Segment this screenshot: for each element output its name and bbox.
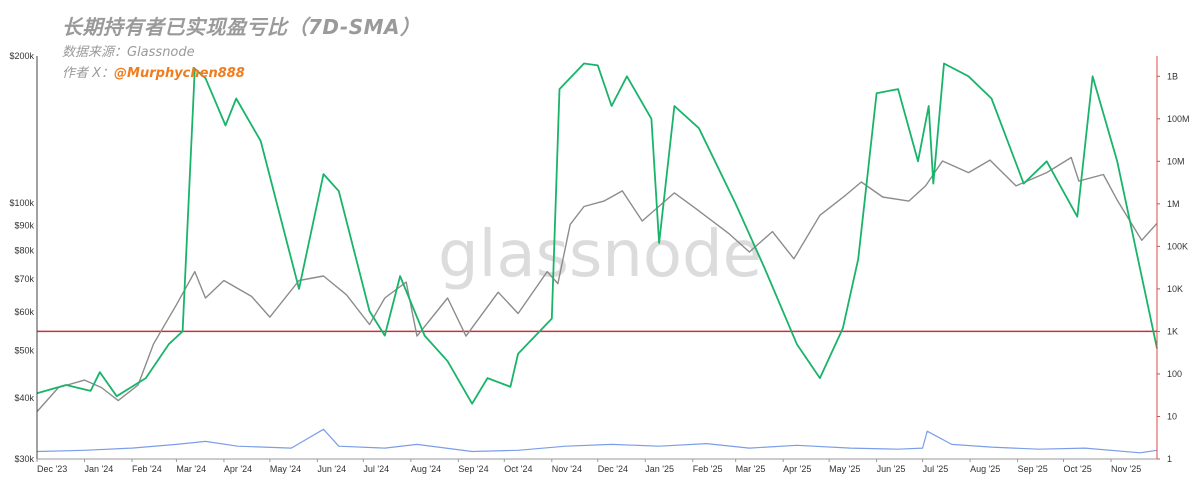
y-left-tick-label: $70k <box>14 274 34 284</box>
x-tick-label: Apr '25 <box>783 464 811 474</box>
author-handle[interactable]: @Murphychen888 <box>114 66 245 81</box>
watermark: glassnode <box>438 218 762 292</box>
y-right-tick-label: 1M <box>1167 199 1180 209</box>
x-tick-label: Apr '24 <box>224 464 252 474</box>
x-tick-label: Feb '24 <box>132 464 162 474</box>
x-tick-label: Nov '25 <box>1111 464 1141 474</box>
x-tick-label: Sep '24 <box>458 464 488 474</box>
y-left-tick-label: $100k <box>9 198 34 208</box>
y-left-tick-label: $60k <box>14 307 34 317</box>
x-tick-label: Mar '24 <box>176 464 206 474</box>
y-left-tick-label: $30k <box>14 454 34 464</box>
author-line: 作者 X：@Murphychen888 <box>62 62 245 81</box>
x-tick-label: Jun '25 <box>877 464 906 474</box>
y-right-tick-label: 10M <box>1167 156 1185 166</box>
series-layer <box>36 62 1158 454</box>
volume-line <box>36 428 1158 454</box>
y-right-tick-label: 10K <box>1167 284 1183 294</box>
x-tick-label: Jul '24 <box>363 464 389 474</box>
y-right-tick-label: 1K <box>1167 326 1178 336</box>
x-tick-label: Mar '25 <box>736 464 766 474</box>
x-tick-label: May '24 <box>270 464 301 474</box>
x-tick-label: Jan '25 <box>645 464 674 474</box>
y-right-tick-label: 1B <box>1167 71 1178 81</box>
x-tick-label: May '25 <box>829 464 860 474</box>
axis-layer: $200k $100k $90k $80k $70k $60k $50k $40k $30k 1B… <box>9 51 1189 474</box>
x-tick-label: Dec '23 <box>37 464 67 474</box>
y-right-tick-label: 100M <box>1167 114 1190 124</box>
y-left-tick-label: $40k <box>14 393 34 403</box>
x-tick-label: Jan '24 <box>84 464 113 474</box>
y-right-tick-label: 1 <box>1167 454 1172 464</box>
y-left-tick-label: $90k <box>14 221 34 231</box>
x-tick-label: Dec '24 <box>598 464 628 474</box>
x-tick-label: Jun '24 <box>317 464 346 474</box>
x-tick-label: Sep '25 <box>1018 464 1048 474</box>
y-right-tick-label: 10 <box>1167 411 1177 421</box>
data-source-label: 数据来源：Glassnode <box>62 45 195 60</box>
y-left-tick-label: $50k <box>14 345 34 355</box>
author-prefix: 作者 X： <box>62 66 115 81</box>
x-tick-label: Oct '24 <box>504 464 532 474</box>
y-right-tick-label: 100 <box>1167 369 1182 379</box>
x-tick-label: Jul '25 <box>923 464 949 474</box>
y-left-tick-label: $80k <box>14 246 34 256</box>
x-tick-label: Nov '24 <box>552 464 582 474</box>
x-tick-label: Aug '25 <box>970 464 1000 474</box>
ratio-line <box>36 62 1158 405</box>
x-tick-label: Oct '25 <box>1064 464 1092 474</box>
x-tick-label: Feb '25 <box>693 464 723 474</box>
price-line <box>36 156 1158 413</box>
x-tick-label: Aug '24 <box>411 464 441 474</box>
y-left-tick-label: $200k <box>9 51 34 61</box>
chart-title: 长期持有者已实现盈亏比（7D-SMA） <box>62 15 421 39</box>
y-right-tick-label: 100K <box>1167 241 1188 251</box>
